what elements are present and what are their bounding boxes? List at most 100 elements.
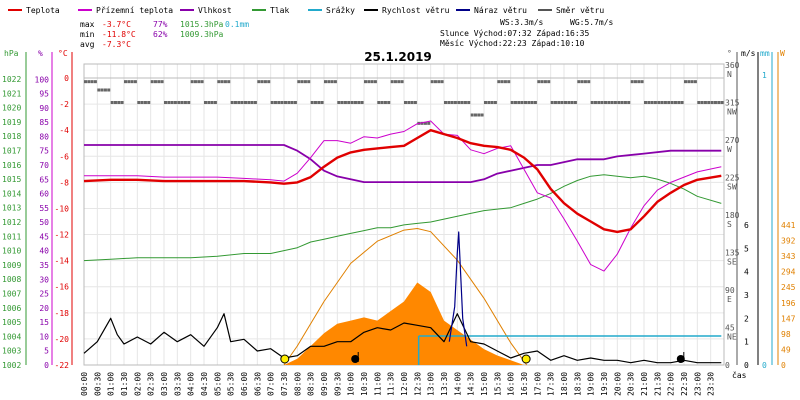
wind-dir-mark	[530, 101, 534, 104]
wind-dir-mark	[600, 101, 604, 104]
wind-dir-mark	[227, 80, 231, 84]
wind-dir-mark	[710, 101, 714, 104]
wind-dir-mark	[377, 101, 381, 104]
humidity-tick-label: 0	[44, 361, 49, 370]
wind-dir-mark	[450, 101, 454, 104]
humidity-tick-label: 55	[39, 204, 49, 213]
wind-dir-mark	[167, 101, 171, 104]
wind-speed-tick-label: 0	[744, 361, 749, 370]
wind-dir-mark	[187, 101, 191, 104]
solar-tick-label: 441	[781, 221, 796, 230]
wind-dir-mark	[170, 101, 174, 104]
wind-dir-mark	[200, 80, 204, 84]
humidity-tick-label: 40	[39, 247, 49, 256]
pressure-tick-label: 1009	[2, 261, 21, 270]
wind-dir-mark	[153, 80, 157, 84]
temperature-tick-label: -16	[55, 283, 70, 292]
wind-dir-mark	[467, 101, 471, 104]
wind-dir-mark	[230, 101, 234, 104]
wind-dir-mark	[413, 101, 417, 104]
wind-dir-mark	[524, 101, 527, 104]
wind-dir-mark	[410, 101, 414, 104]
pressure-tick-label: 1006	[2, 304, 21, 313]
wind-dir-mark	[407, 101, 411, 104]
wind-dir-mark	[247, 101, 251, 104]
pressure-tick-label: 1021	[2, 89, 21, 98]
wind-dir-mark	[520, 101, 524, 104]
humidity-tick-label: 35	[39, 261, 49, 270]
x-tick-label: 10:30	[360, 372, 369, 396]
wind-dir-mark	[590, 101, 594, 104]
wind-dir-mark	[340, 101, 344, 104]
x-tick-label: 10:00	[347, 372, 356, 396]
wind-dir-mark	[707, 101, 711, 104]
wind-speed-tick-label: 5	[744, 244, 749, 253]
humidity-tick-label: 75	[39, 147, 49, 156]
wind-dir-tick-label: 0	[725, 361, 730, 370]
temperature-tick-label: 0	[64, 74, 69, 83]
wind-dir-tick-name: N	[727, 70, 732, 79]
wind-dir-mark	[124, 80, 127, 84]
wind-dir-mark	[513, 101, 517, 104]
pressure-tick-label: 1003	[2, 347, 21, 356]
wind-dir-mark	[493, 101, 497, 104]
wind-dir-mark	[117, 101, 121, 104]
wind-dir-mark	[284, 101, 287, 104]
wind-dir-mark	[670, 101, 674, 104]
wind-dir-mark	[280, 101, 284, 104]
wind-dir-tick-label: 90	[725, 286, 735, 295]
wind-dir-mark	[477, 113, 481, 117]
humidity-tick-label: 30	[39, 275, 49, 284]
stats-avg-label: avg	[80, 40, 95, 49]
wind-dir-mark	[277, 101, 281, 104]
wind-dir-mark	[720, 101, 724, 104]
wind-dir-mark	[497, 80, 501, 84]
x-tick-label: 07:30	[280, 372, 289, 396]
solar-tick-label: 49	[781, 345, 791, 354]
wind-dir-mark	[433, 80, 437, 84]
wind-dir-mark	[593, 101, 597, 104]
x-tick-label: 18:00	[560, 372, 569, 396]
wind-dir-tick-label: 315	[725, 99, 740, 108]
wind-dir-mark	[120, 101, 124, 104]
wind-dir-mark	[437, 80, 441, 84]
wind-dir-mark	[517, 101, 521, 104]
x-tick-label: 11:00	[373, 372, 382, 396]
wind-dir-mark	[233, 101, 237, 104]
x-tick-label: 05:30	[227, 372, 236, 396]
unit-time: čas	[732, 370, 747, 380]
x-tick-label: 17:30	[547, 372, 556, 396]
wind-dir-mark	[287, 101, 291, 104]
x-tick-label: 00:00	[80, 372, 89, 396]
wind-dir-mark	[400, 80, 404, 84]
rain-tick-label: 1	[762, 71, 767, 80]
stats-min-hum: 62%	[153, 30, 168, 39]
wind-dir-mark	[220, 80, 224, 84]
solar-tick-label: 98	[781, 330, 791, 339]
axis-units: hPa % °C ° m/s mm W čas	[4, 49, 785, 380]
sunrise-marker	[280, 354, 290, 364]
wind-dir-mark	[404, 101, 407, 104]
wind-dir-mark	[383, 101, 387, 104]
wind-speed-tick-label: 3	[744, 291, 749, 300]
legend-label: Rychlost větru	[382, 6, 450, 15]
wind-dir-mark	[597, 101, 601, 104]
temperature-tick-label: -4	[59, 126, 69, 135]
pressure-tick-label: 1013	[2, 204, 21, 213]
wind-dir-tick-label: 180	[725, 211, 740, 220]
temperature-tick-label: -12	[55, 231, 70, 240]
pressure-tick-label: 1008	[2, 275, 21, 284]
wind-dir-mark	[613, 101, 617, 104]
wind-dir-mark	[647, 101, 651, 104]
wind-speed-tick-label: 1	[744, 338, 749, 347]
wind-dir-mark	[697, 101, 701, 104]
x-tick-label: 21:30	[653, 372, 662, 396]
wind-dir-mark	[223, 80, 227, 84]
wind-dir-mark	[260, 80, 264, 84]
wind-dir-mark	[317, 101, 321, 104]
humidity-tick-label: 25	[39, 290, 49, 299]
x-tick-label: 22:30	[680, 372, 689, 396]
solar-tick-label: 392	[781, 237, 796, 246]
wind-dir-mark	[244, 101, 247, 104]
stats-max-pres: 1015.3hPa	[180, 20, 224, 29]
